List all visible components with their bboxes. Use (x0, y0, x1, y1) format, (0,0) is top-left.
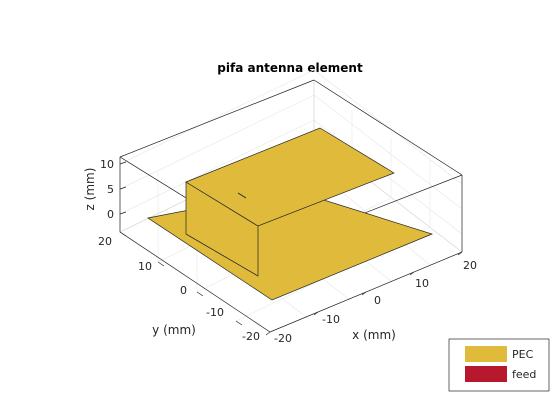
x-tick-label: -10 (322, 313, 340, 326)
z-tick-label: 5 (107, 183, 114, 196)
y-tick-label: 0 (180, 284, 187, 297)
y-tick-label: 20 (98, 235, 112, 248)
y-tick-label: 10 (138, 260, 152, 273)
z-axis-label: z (mm) (83, 168, 97, 211)
x-tick-label: 20 (463, 259, 477, 272)
z-tick-label: 10 (100, 158, 114, 171)
feed-line (185, 233, 259, 277)
feed-marker (237, 192, 247, 199)
top-patch (185, 127, 395, 227)
z-axis-ticks: 0 5 10 (100, 158, 127, 221)
legend: PEC feed (448, 338, 550, 392)
legend-label-pec: PEC (512, 348, 534, 361)
legend-swatch-feed (465, 366, 507, 382)
y-axis-label: y (mm) (152, 323, 196, 337)
x-axis-ticks: -20 -10 0 10 20 (265, 251, 477, 345)
x-tick-label: 10 (415, 277, 429, 290)
x-axis-label: x (mm) (352, 328, 396, 342)
axes-3d (119, 69, 463, 333)
legend-swatch-pec (465, 346, 507, 362)
figure-title: pifa antenna element (217, 61, 363, 75)
x-tick-label: -20 (274, 332, 292, 345)
z-tick-label: 0 (107, 208, 114, 221)
y-tick-label: -10 (206, 306, 224, 319)
legend-label-feed: feed (512, 368, 536, 381)
y-tick-label: -20 (242, 330, 260, 343)
axes-box-edges (119, 79, 463, 333)
x-tick-label: 0 (374, 294, 381, 307)
y-axis-ticks: 20 10 0 -10 -20 (98, 231, 260, 343)
